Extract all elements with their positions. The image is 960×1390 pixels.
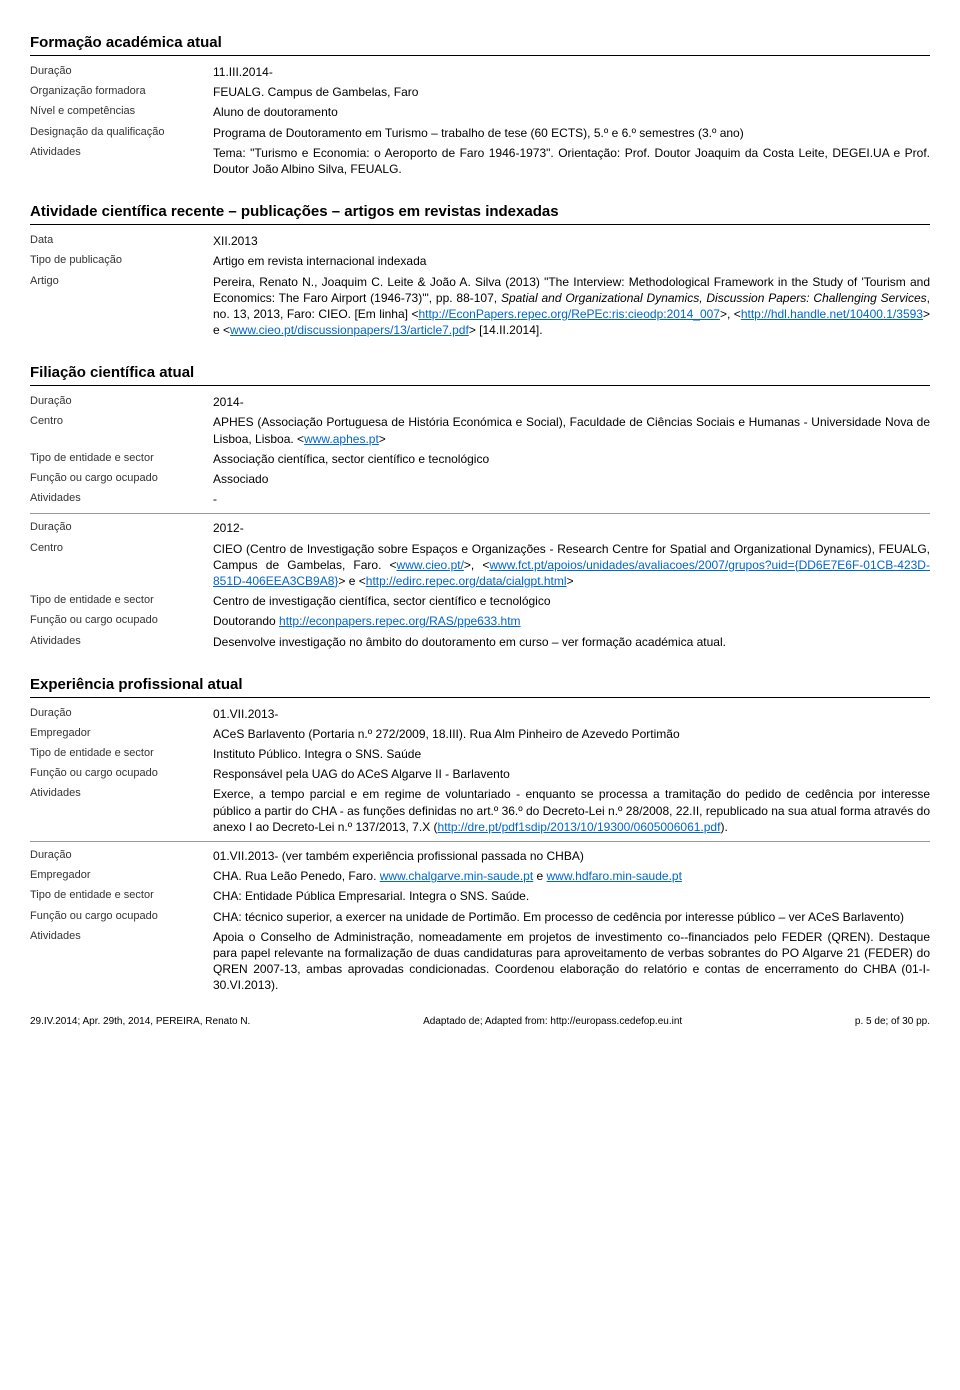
row-label: Tipo de entidade e sector	[30, 886, 213, 906]
row-label: Duração	[30, 62, 213, 82]
emp-text: CHA. Rua Leão Penedo, Faro. www.chalgarv…	[213, 866, 930, 886]
row-label: Empregador	[30, 866, 213, 886]
row-value: 2012-	[213, 518, 930, 538]
row-value: 01.VII.2013- (ver também experiência pro…	[213, 846, 930, 866]
row-label: Designação da qualificação	[30, 123, 213, 143]
row-label: Duração	[30, 704, 213, 724]
link[interactable]: www.cieo.pt/	[397, 558, 464, 572]
row-value: CHA: técnico superior, a exercer na unid…	[213, 907, 930, 927]
link[interactable]: http://econpapers.repec.org/RAS/ppe633.h…	[279, 614, 520, 628]
row-value: Associação científica, sector científico…	[213, 449, 930, 469]
text: >, <	[720, 307, 741, 321]
section-title-atividade: Atividade científica recente – publicaçõ…	[30, 203, 930, 220]
row-label: Data	[30, 231, 213, 251]
row-value: 2014-	[213, 392, 930, 412]
text: > [14.II.2014].	[469, 323, 543, 337]
row-value: FEUALG. Campus de Gambelas, Faro	[213, 82, 930, 102]
divider	[30, 55, 930, 56]
row-value: Responsável pela UAG do ACeS Algarve II …	[213, 764, 930, 784]
row-label: Tipo de publicação	[30, 251, 213, 271]
divider	[30, 385, 930, 386]
italic-text: Spatial and Organizational Dynamics, Dis…	[501, 291, 927, 305]
row-label: Atividades	[30, 784, 213, 837]
page-footer: 29.IV.2014; Apr. 29th, 2014, PEREIRA, Re…	[30, 1016, 930, 1027]
row-value: Programa de Doutoramento em Turismo – tr…	[213, 123, 930, 143]
text: ).	[720, 820, 727, 834]
centro-text: CIEO (Centro de Investigação sobre Espaç…	[213, 539, 930, 592]
row-label: Nível e competências	[30, 102, 213, 122]
row-label: Função ou cargo ocupado	[30, 764, 213, 784]
row-value: Centro de investigação científica, secto…	[213, 591, 930, 611]
text: >	[379, 432, 386, 446]
link[interactable]: www.aphes.pt	[304, 432, 379, 446]
divider	[30, 224, 930, 225]
text: >	[567, 574, 574, 588]
link[interactable]: www.hdfaro.min-saude.pt	[547, 869, 682, 883]
footer-right: p. 5 de; of 30 pp.	[855, 1016, 930, 1027]
text: >, <	[464, 558, 489, 572]
text: Doutorando	[213, 614, 279, 628]
divider	[30, 697, 930, 698]
row-value: XII.2013	[213, 231, 930, 251]
row-label: Centro	[30, 412, 213, 448]
row-label: Atividades	[30, 632, 213, 652]
section-title-formacao: Formação académica atual	[30, 34, 930, 51]
row-label: Centro	[30, 539, 213, 592]
experiencia-table-2: Duração01.VII.2013- (ver também experiên…	[30, 846, 930, 996]
row-value: Instituto Público. Integra o SNS. Saúde	[213, 744, 930, 764]
divider	[30, 513, 930, 514]
row-label: Organização formadora	[30, 82, 213, 102]
formacao-table: Duração11.III.2014- Organização formador…	[30, 62, 930, 179]
text: e	[533, 869, 546, 883]
row-label: Tipo de entidade e sector	[30, 744, 213, 764]
section-title-experiencia: Experiência profissional atual	[30, 676, 930, 693]
row-value: ACeS Barlavento (Portaria n.º 272/2009, …	[213, 724, 930, 744]
footer-mid: Adaptado de; Adapted from: http://europa…	[423, 1016, 682, 1027]
row-value: Desenvolve investigação no âmbito do dou…	[213, 632, 930, 652]
row-value: Apoia o Conselho de Administração, nomea…	[213, 927, 930, 996]
row-label: Empregador	[30, 724, 213, 744]
text: CHA. Rua Leão Penedo, Faro.	[213, 869, 380, 883]
footer-left: 29.IV.2014; Apr. 29th, 2014, PEREIRA, Re…	[30, 1016, 250, 1027]
filiacao-table-2: Duração2012- Centro CIEO (Centro de Inve…	[30, 518, 930, 651]
link[interactable]: http://edirc.repec.org/data/cialgpt.html	[366, 574, 567, 588]
row-value: 11.III.2014-	[213, 62, 930, 82]
row-label: Atividades	[30, 489, 213, 509]
row-label: Atividades	[30, 143, 213, 179]
row-value: Tema: "Turismo e Economia: o Aeroporto d…	[213, 143, 930, 179]
row-label: Tipo de entidade e sector	[30, 591, 213, 611]
funcao-text: Doutorando http://econpapers.repec.org/R…	[213, 611, 930, 631]
row-value: CHA: Entidade Pública Empresarial. Integ…	[213, 886, 930, 906]
row-label: Atividades	[30, 927, 213, 996]
row-value: Artigo em revista internacional indexada	[213, 251, 930, 271]
experiencia-table-1: Duração01.VII.2013- EmpregadorACeS Barla…	[30, 704, 930, 837]
link[interactable]: http://hdl.handle.net/10400.1/3593	[741, 307, 923, 321]
section-title-filiacao: Filiação científica atual	[30, 364, 930, 381]
text: > e <	[338, 574, 365, 588]
centro-text: APHES (Associação Portuguesa de História…	[213, 412, 930, 448]
row-label: Função ou cargo ocupado	[30, 469, 213, 489]
filiacao-table-1: Duração2014- Centro APHES (Associação Po…	[30, 392, 930, 509]
row-label: Tipo de entidade e sector	[30, 449, 213, 469]
artigo-text: Pereira, Renato N., Joaquim C. Leite & J…	[213, 272, 930, 341]
row-label: Duração	[30, 392, 213, 412]
row-label: Artigo	[30, 272, 213, 341]
link[interactable]: http://EconPapers.repec.org/RePEc:ris:ci…	[418, 307, 720, 321]
link[interactable]: http://dre.pt/pdf1sdip/2013/10/19300/060…	[438, 820, 721, 834]
row-label: Duração	[30, 846, 213, 866]
row-label: Função ou cargo ocupado	[30, 907, 213, 927]
row-value: 01.VII.2013-	[213, 704, 930, 724]
row-value: -	[213, 489, 930, 509]
row-value: Associado	[213, 469, 930, 489]
divider	[30, 841, 930, 842]
row-label: Duração	[30, 518, 213, 538]
link[interactable]: www.cieo.pt/discussionpapers/13/article7…	[230, 323, 469, 337]
atividade-table: DataXII.2013 Tipo de publicaçãoArtigo em…	[30, 231, 930, 340]
ativ-text: Exerce, a tempo parcial e em regime de v…	[213, 784, 930, 837]
link[interactable]: www.chalgarve.min-saude.pt	[380, 869, 533, 883]
row-value: Aluno de doutoramento	[213, 102, 930, 122]
row-label: Função ou cargo ocupado	[30, 611, 213, 631]
